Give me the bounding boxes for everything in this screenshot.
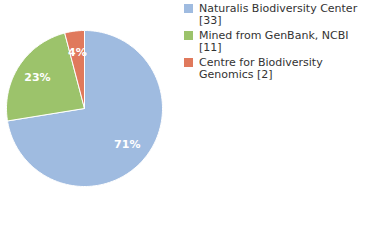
svg-text:71%: 71% (114, 138, 140, 151)
svg-text:4%: 4% (68, 46, 87, 59)
html-text:Centre for Biodiversity Genomi: Centre for Biodiversity Genomics [2] (199, 56, 323, 81)
svg-text:23%: 23% (24, 71, 50, 84)
html-text:Naturalis Biodiversity Center: Naturalis Biodiversity Center [33] (199, 2, 358, 27)
html-text:Mined from GenBank, NCBI [11]: Mined from GenBank, NCBI [11] (199, 29, 349, 54)
